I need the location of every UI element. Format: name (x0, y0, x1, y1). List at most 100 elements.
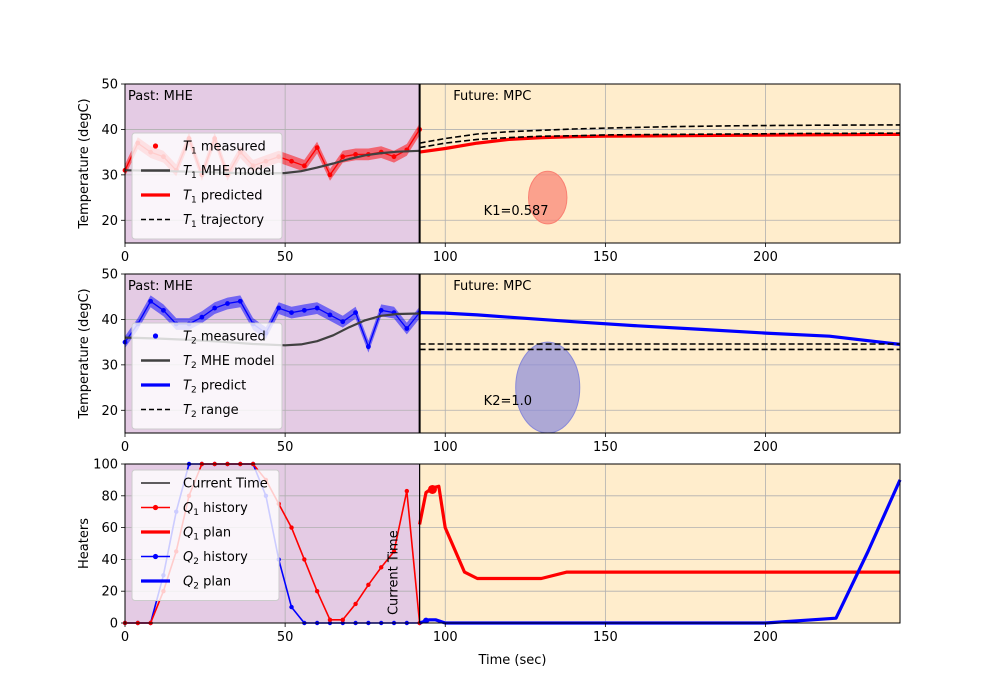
x-tick-label: 0 (121, 630, 129, 645)
legend-text: MHE model (197, 354, 275, 369)
heaters-panel: 0 50 100 150 200 0 20 40 60 80 100 Heaters Time (s… (77, 458, 902, 668)
legend-symbol: Q (183, 526, 193, 541)
gain-label: K2=1.0 (484, 394, 532, 409)
axes-frame (124, 83, 901, 244)
measured-point (301, 307, 307, 313)
q1-history-point (378, 565, 384, 570)
q1-history-point (327, 617, 333, 623)
legend-text: history (199, 550, 248, 565)
measured-point (391, 154, 397, 160)
legend-subscript: 2 (193, 557, 199, 567)
q1-plan-point (427, 484, 437, 494)
q1-history-point (391, 549, 397, 554)
x-tick-label: 50 (277, 630, 294, 645)
legend-text: history (199, 501, 248, 516)
x-tick-label: 200 (753, 630, 778, 645)
measured-point (161, 307, 166, 313)
legend-marker (152, 333, 159, 339)
y-tick-label: 50 (101, 268, 118, 283)
legend-box (131, 469, 280, 601)
measured-point (199, 314, 205, 320)
past-mhe-label: Past: MHE (128, 279, 193, 294)
tick-labels: 0 50 100 150 200 20 30 40 50 (101, 78, 777, 266)
legend-text: range (197, 403, 239, 418)
measured-point (148, 298, 154, 304)
future-mpc-region (419, 84, 900, 243)
legend-label: T1 measured (183, 140, 266, 157)
legend-symbol: Q (183, 575, 193, 590)
legend-text: plan (199, 575, 231, 590)
measured-point (301, 163, 307, 169)
measured-point (237, 298, 243, 304)
y-axis-label: Temperature (degC) (77, 98, 92, 229)
measured-point (314, 145, 320, 151)
legend-symbol: T (183, 140, 192, 155)
legend-symbol: T (183, 213, 192, 228)
legend-text: trajectory (197, 213, 265, 228)
legend-symbol: Q (183, 550, 193, 565)
y-tick-label: 20 (101, 214, 118, 229)
legend-subscript: 2 (191, 361, 197, 371)
future-mpc-label: Future: MPC (453, 279, 531, 294)
x-tick-label: 50 (277, 440, 294, 455)
legend-symbol: T (183, 330, 192, 345)
legend-label: Q1 history (183, 501, 248, 518)
x-tick-label: 150 (593, 440, 618, 455)
legend-text: predicted (197, 189, 263, 204)
measured-point (378, 307, 384, 313)
gain-ellipse (528, 170, 568, 225)
q1-history-point (302, 557, 307, 562)
x-tick-label: 100 (433, 250, 458, 265)
y-tick-label: 50 (101, 78, 118, 93)
q1-history-point (340, 617, 345, 623)
measured-point (340, 319, 346, 325)
y-axis-label: Temperature (degC) (77, 288, 92, 419)
future-mpc-region (419, 274, 900, 433)
legend-subscript: 1 (191, 196, 197, 206)
x-tick-label: 0 (121, 440, 129, 455)
legend-label: Q2 history (183, 550, 248, 567)
legend-label: T2 MHE model (183, 354, 275, 371)
y-tick-label: 0 (110, 617, 118, 632)
tick-labels: 0 50 100 150 200 20 30 40 50 (101, 268, 777, 456)
measured-point (314, 305, 320, 311)
q1-history-point (353, 601, 358, 607)
legend-label: T2 predict (183, 379, 246, 396)
y-tick-label: 100 (93, 458, 118, 473)
y-tick-label: 20 (101, 404, 118, 419)
q2-history-point (289, 604, 294, 610)
legend-marker (152, 504, 159, 511)
legend-label: Q1 plan (183, 526, 231, 543)
legend-subscript: 1 (191, 147, 197, 157)
x-tick-label: 150 (593, 630, 618, 645)
axes-frame (124, 273, 901, 434)
legend-subscript: 1 (193, 533, 199, 543)
y-tick-label: 30 (101, 168, 118, 183)
q2-plan-point (423, 617, 430, 624)
measured-point (289, 310, 294, 316)
measured-point (327, 312, 333, 318)
measured-point (225, 301, 230, 306)
measured-point (404, 326, 410, 331)
legend-symbol: T (183, 403, 192, 418)
measured-point (353, 152, 358, 157)
trajectory-upper-line (419, 124, 901, 144)
x-tick-label: 50 (277, 250, 294, 265)
past-mhe-label: Past: MHE (128, 89, 193, 104)
y-tick-label: 60 (101, 521, 118, 536)
measured-point (353, 310, 358, 316)
x-axis-label: Time (sec) (477, 653, 546, 668)
measured-point (327, 172, 333, 178)
x-tick-label: 100 (433, 630, 458, 645)
legend-subscript: 2 (191, 386, 197, 396)
legend-label: T2 measured (183, 330, 266, 347)
legend-label: T1 trajectory (183, 213, 264, 230)
legend-label: Current Time (183, 477, 268, 492)
legend-text: Current Time (183, 477, 268, 492)
x-tick-label: 200 (753, 440, 778, 455)
legend-box (131, 322, 283, 430)
y-tick-label: 80 (101, 489, 118, 504)
